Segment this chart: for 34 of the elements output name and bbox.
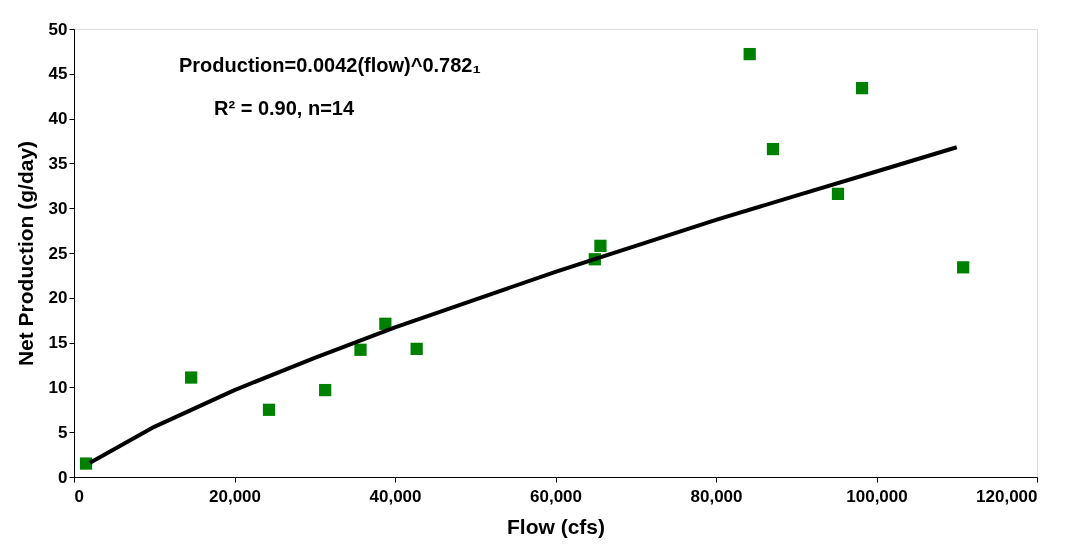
point — [766, 142, 780, 156]
x-axis-title: Flow (cfs) — [507, 514, 605, 538]
y-tick-label: 50 — [48, 19, 68, 39]
point — [831, 187, 845, 200]
y-tick-label: 5 — [58, 422, 68, 442]
point — [354, 343, 367, 356]
y-tick-label: 25 — [48, 243, 68, 263]
y-tick-label: 10 — [48, 377, 68, 397]
x-tick-label: 20,000 — [209, 486, 261, 506]
y-tick-label: 30 — [48, 198, 68, 218]
y-tick-label: 0 — [58, 467, 68, 487]
x-tick-label: 40,000 — [369, 486, 422, 506]
point — [410, 342, 423, 355]
annotation: R² = 0.90, n=14 — [214, 97, 355, 119]
point — [79, 457, 93, 470]
y-tick-label: 35 — [48, 153, 68, 173]
x-tick-label: 120,000 — [976, 486, 1038, 506]
point — [594, 239, 607, 252]
y-tick-label: 15 — [48, 333, 68, 353]
x-tick-label: 80,000 — [690, 486, 743, 506]
point — [262, 403, 276, 416]
x-tick-label: 60,000 — [530, 486, 582, 506]
y-tick-label: 40 — [48, 109, 68, 129]
point — [855, 82, 869, 95]
y-axis-title: Net Production (g/day) — [13, 140, 37, 367]
point — [319, 383, 332, 397]
annotation: Production=0.0042(flow)^0.782₁ — [179, 54, 481, 76]
point — [185, 371, 198, 384]
point — [743, 47, 756, 61]
y-tick-label: 45 — [48, 64, 68, 84]
point — [957, 261, 970, 274]
x-tick-label: 0 — [74, 486, 84, 506]
x-tick-label: 100,000 — [846, 486, 908, 506]
y-tick-label: 20 — [48, 288, 68, 308]
